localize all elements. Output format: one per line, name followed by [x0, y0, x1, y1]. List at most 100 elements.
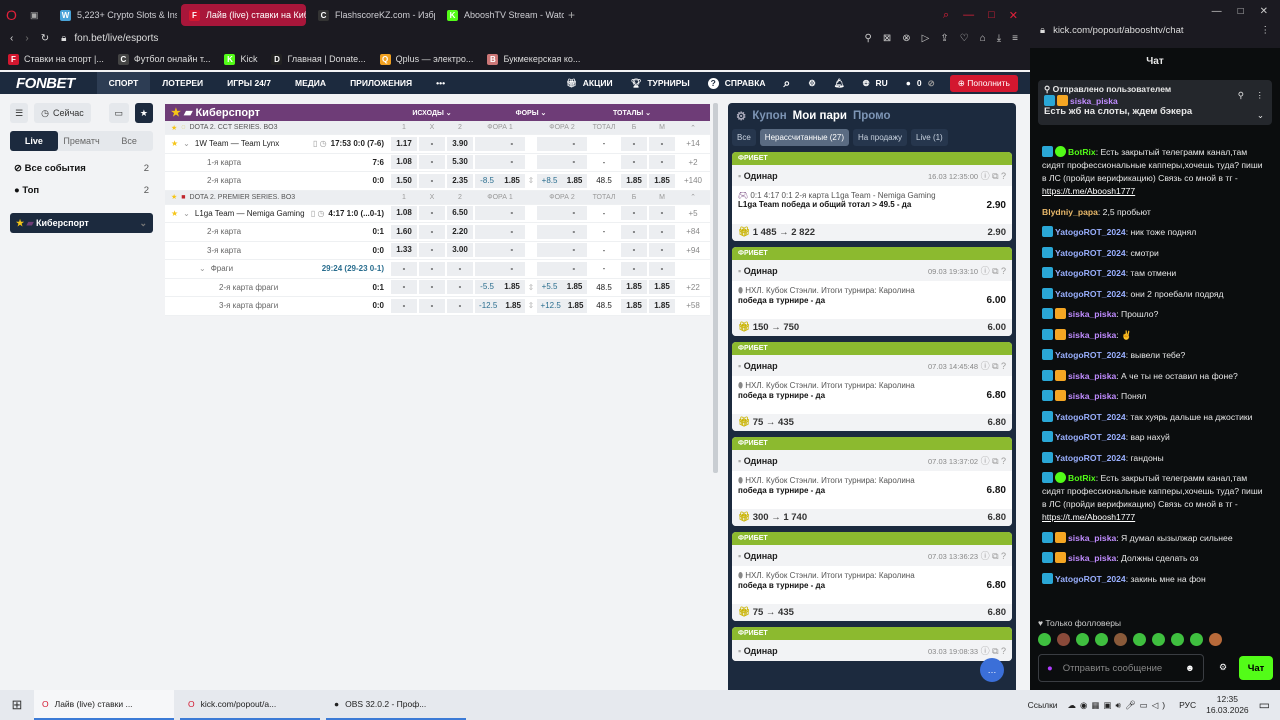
odds-cell-o1[interactable]: 1.50 [391, 173, 417, 188]
browser-tab[interactable]: K AbooshTV Stream - Watch [439, 4, 564, 26]
chat-username[interactable]: Blydniy_papa [1042, 206, 1098, 217]
chat-username[interactable]: YatogoROT_2024 [1055, 452, 1126, 463]
league-row[interactable]: ★ ■ DOTA 2. PREMIER SERIES. BO3 1 X 2 ФОРА 1 ФО… [165, 190, 710, 205]
tab-live[interactable]: Live [10, 131, 58, 151]
bet-card[interactable]: ФРИБЕТ ▪ Одинар 07.03 13:37:02 ⓘ ⧉ ? ⬮ НХЛ.… [732, 437, 1012, 526]
chat-username[interactable]: YatogoROT_2024 [1055, 268, 1126, 278]
clock-date[interactable]: 16.03.2026 [1206, 705, 1249, 715]
odds-cell-o2[interactable]: 3.90 [447, 136, 473, 151]
total-cell-b[interactable]: - [621, 155, 647, 170]
bet-card[interactable]: ФРИБЕТ ▪ Одинар 07.03 14:45:48 ⓘ ⧉ ? ⬮ НХЛ.… [732, 342, 1012, 431]
chat-username[interactable]: BotRix [1068, 473, 1096, 483]
search-tabs-icon[interactable]: ⌕ [942, 8, 950, 21]
event-name[interactable]: 2-я карта [207, 227, 242, 237]
handicap-cell-f2[interactable]: +12.5 1.85 [537, 298, 587, 313]
handicap-cell-f1[interactable]: -12.5 1.85 [475, 298, 525, 313]
market-row[interactable]: ⌄ Фраги 29:24 (29-23 0-1) - - - - - - - - [165, 260, 710, 279]
bet-actions-icon[interactable]: ⓘ ⧉ ? [978, 456, 1006, 466]
event-name[interactable]: 1W Team — Team Lynx [194, 139, 280, 149]
bet-card[interactable]: ФРИБЕТ ▪ Одинар 09.03 19:33:10 ⓘ ⧉ ? ⬮ НХЛ.… [732, 247, 1012, 336]
stats-icon[interactable]: ▯ ◷ [313, 139, 327, 149]
tab-coupon[interactable]: Купон [752, 110, 787, 122]
emote-icon[interactable] [1095, 633, 1108, 646]
chat-username[interactable]: siska_piska [1068, 391, 1117, 401]
windows-start-icon[interactable]: ⊞ [11, 697, 23, 712]
emote-icon[interactable] [1171, 633, 1184, 646]
handicap-cell-f1[interactable]: - [475, 136, 525, 151]
nav-item[interactable]: ПРИЛОЖЕНИЯ [350, 78, 413, 88]
opera-logo-icon[interactable]: O [6, 7, 17, 23]
odds-cell-ox[interactable]: - [419, 206, 445, 221]
chat-username[interactable]: YatogoROT_2024 [1055, 247, 1126, 258]
chat-username[interactable]: siska_piska [1068, 532, 1117, 543]
odds-cell-ox[interactable]: - [419, 173, 445, 188]
share-icon[interactable]: ⇪ [940, 32, 949, 44]
odds-cell-o2[interactable]: - [447, 280, 473, 295]
chat-username[interactable]: YatogoROT_2024 [1055, 573, 1126, 584]
bookmark-item[interactable]: K Kick [224, 53, 257, 65]
notifications-icon[interactable]: ▭ [1258, 698, 1270, 712]
total-cell-m[interactable]: - [649, 224, 675, 239]
handicap-cell-f2[interactable]: +8.5 1.85 [537, 173, 587, 188]
emote-icon[interactable] [1038, 633, 1051, 646]
expand-chevron-icon[interactable]: ⌄ [1256, 110, 1264, 120]
star-icon[interactable]: ★ [171, 107, 181, 119]
market-row[interactable]: 2-я карта 0:0 1.50-2.35 -8.5 1.85 ⇕ +8.5 1.85 48… [165, 172, 710, 191]
odds-cell-o1[interactable]: 1.08 [391, 206, 417, 221]
star-icon[interactable]: ★ [171, 124, 178, 132]
star-icon[interactable]: ★ [171, 139, 179, 149]
bookmark-item[interactable]: D Главная | Donate... [271, 53, 366, 65]
market-row[interactable]: 1-я карта 7:6 1.08-5.30- - - - - +2 [165, 154, 710, 172]
odds-cell-ox[interactable]: - [419, 298, 445, 313]
total-cell-b[interactable]: 1.85 [621, 298, 647, 313]
handicap-cell-f2[interactable]: - [537, 243, 587, 258]
star-icon[interactable]: ★ [171, 194, 178, 201]
bell-icon[interactable]: 🔔︎ [833, 77, 845, 88]
nav-item[interactable]: СПОРТ [96, 72, 151, 94]
chat-username[interactable]: YatogoROT_2024 [1055, 227, 1126, 237]
bet-card[interactable]: ФРИБЕТ ▪ Одинар 16.03 12:35:00 ⓘ ⧉ ? 🎮︎ 0:1… [732, 152, 1012, 241]
bookmark-icon[interactable]: ⚲ [864, 32, 872, 44]
heart-icon[interactable]: ♡ [959, 32, 969, 44]
odds-cell-ox[interactable]: - [419, 155, 445, 170]
league-row[interactable]: ★ ◌ DOTA 2. CCT SERIES. BO3 1 X 2 ФОРА 1 ФОРА 2… [165, 121, 710, 135]
topup-button[interactable]: ⊕ Пополнить [949, 74, 1018, 92]
favorites-star-icon[interactable]: ★ [134, 103, 153, 123]
emote-icon[interactable] [1114, 633, 1127, 646]
switch-icon[interactable]: ⇕ [527, 301, 535, 311]
shield-icon[interactable]: ⊗ [902, 32, 911, 44]
browser-tab[interactable]: W 5,223+ Crypto Slots & Inst [52, 4, 177, 26]
total-cell-b[interactable]: 1.85 [621, 280, 647, 295]
total-cell-b[interactable]: - [621, 206, 647, 221]
chat-support-button[interactable]: … [980, 658, 1004, 682]
odds-cell-o1[interactable]: 1.33 [391, 243, 417, 258]
handicap-cell-f1[interactable]: - [475, 224, 525, 239]
maximize-button[interactable]: □ [1237, 6, 1244, 17]
bookmark-item[interactable]: B Букмекерская ко... [487, 53, 580, 65]
chat-username[interactable]: YatogoROT_2024 [1055, 288, 1126, 299]
emote-icon[interactable] [1133, 633, 1146, 646]
minimize-button[interactable]: — [1211, 6, 1222, 17]
tournaments-link[interactable]: 🏆︎ ТУРНИРЫ [622, 78, 699, 89]
nav-item[interactable]: ЛОТЕРЕИ [162, 78, 204, 88]
total-cell-m[interactable]: 1.85 [649, 298, 675, 313]
chat-username[interactable]: siska_piska [1068, 370, 1117, 381]
bookmark-item[interactable]: Q Qplus — электро... [379, 53, 473, 65]
emoji-icon[interactable]: ☻ [1185, 662, 1195, 674]
fonbet-logo[interactable]: FONBET [16, 74, 75, 92]
emote-icon[interactable] [1057, 633, 1070, 646]
chat-link[interactable]: https://t.me/Aboosh1777 [1042, 186, 1136, 196]
tab-all[interactable]: Все [121, 136, 137, 146]
odds-cell-o2[interactable]: 2.20 [447, 224, 473, 239]
menu-icon[interactable]: ⋮ [1260, 25, 1271, 36]
taskbar-item[interactable]: ● OBS 32.0.2 - Проф... [326, 690, 466, 720]
odds-cell-ox[interactable]: - [419, 261, 445, 276]
close-button[interactable]: ✕ [1008, 9, 1018, 22]
clock-time[interactable]: 12:35 [1216, 694, 1239, 704]
play-icon[interactable]: ▷ [921, 32, 930, 44]
chevron-down-icon[interactable]: ⌄ [183, 139, 190, 149]
more-markets-link[interactable]: +140 [683, 176, 703, 186]
filter-icon[interactable]: ☰ [10, 103, 29, 123]
bet-card[interactable]: ФРИБЕТ ▪ Одинар 03.03 19:08:33 ⓘ ⧉ ? [732, 627, 1012, 661]
total-cell-m[interactable]: - [649, 261, 675, 276]
